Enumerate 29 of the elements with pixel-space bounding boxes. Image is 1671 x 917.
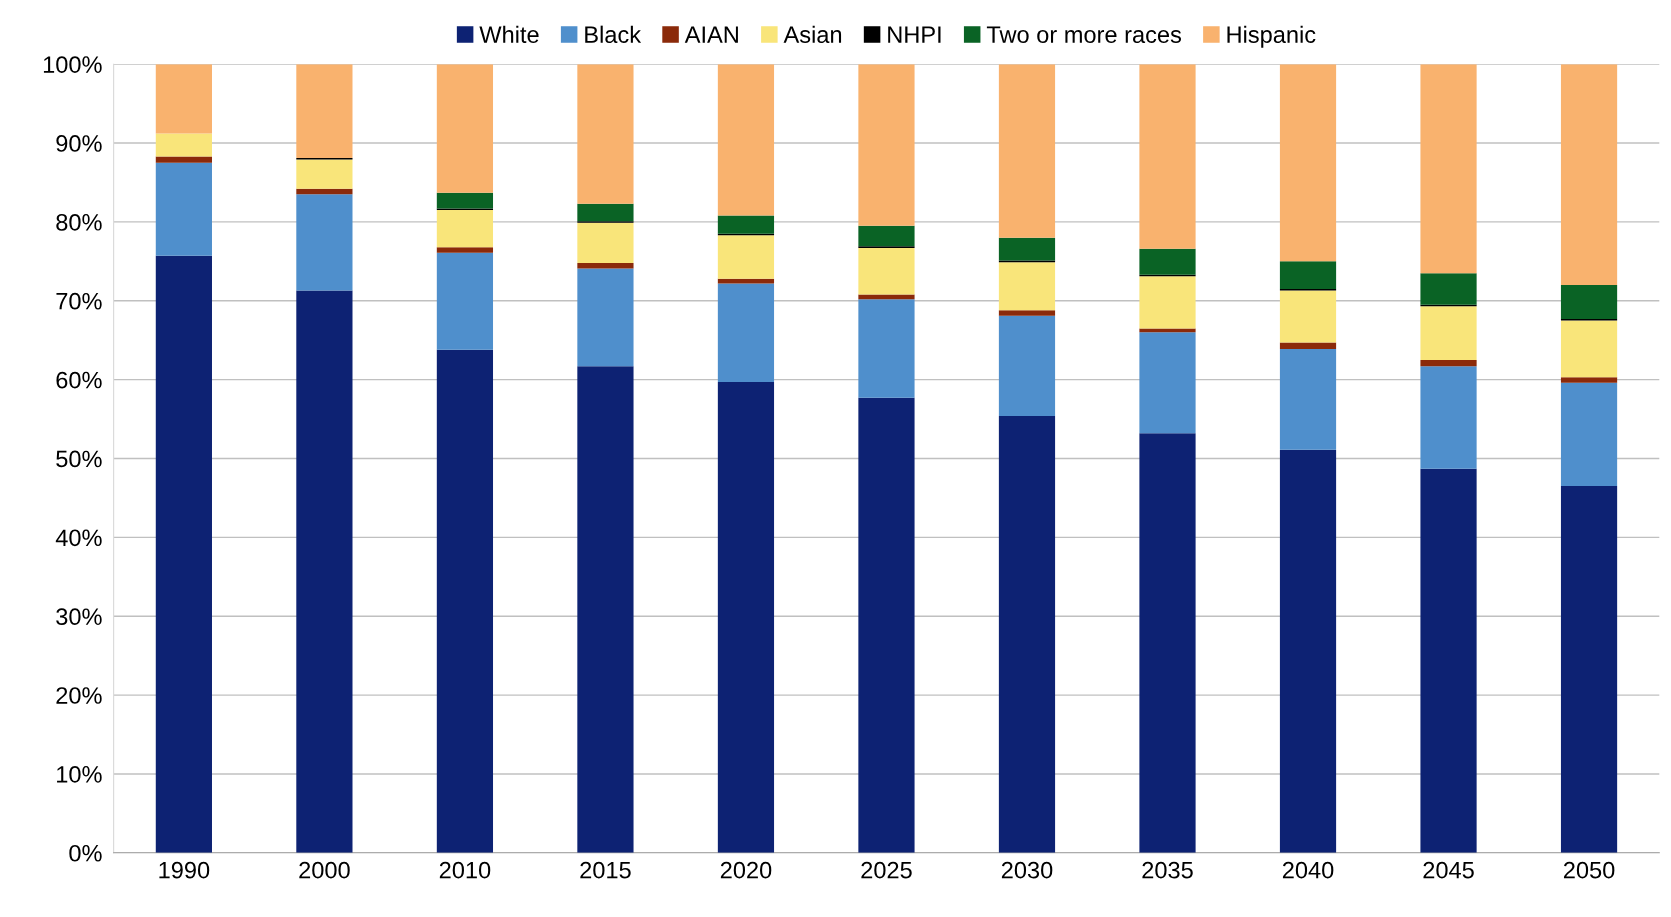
y-tick-label: 100%	[43, 56, 102, 73]
x-tick-label: 2010	[439, 861, 491, 879]
x-tick-label: 2030	[1001, 861, 1053, 879]
y-tick-label: 30%	[56, 608, 102, 626]
y-tick-label: 40%	[55, 529, 102, 547]
x-tick-label: 1990	[159, 861, 210, 879]
y-tick-label: 20%	[56, 687, 102, 704]
x-tick-label: 2025	[861, 861, 912, 879]
x-tick-label: 2000	[299, 861, 350, 879]
x-tick-label: 2045	[1423, 861, 1474, 879]
legend-label: Black	[585, 25, 642, 43]
y-tick-label: 0%	[69, 844, 102, 862]
y-tick-label: 90%	[56, 135, 102, 152]
x-tick-label: 2035	[1142, 861, 1193, 879]
x-tick-label: 2040	[1282, 861, 1334, 879]
y-tick-label: 70%	[56, 292, 102, 310]
legend-label: White	[479, 25, 539, 43]
y-tick-label: 60%	[56, 371, 102, 389]
x-tick-label: 2050	[1563, 861, 1615, 879]
legend-label: Two or more races	[986, 26, 1182, 43]
legend-label: AIAN	[684, 26, 738, 43]
y-tick-label: 10%	[57, 766, 102, 783]
legend-label: NHPI	[888, 26, 941, 43]
y-tick-label: 80%	[56, 213, 102, 231]
y-tick-label: 50%	[56, 450, 102, 468]
legend-label: Hispanic	[1227, 25, 1316, 48]
legend-label: Asian	[783, 25, 842, 43]
x-tick-label: 2020	[720, 861, 772, 879]
x-tick-label: 2015	[580, 861, 631, 879]
